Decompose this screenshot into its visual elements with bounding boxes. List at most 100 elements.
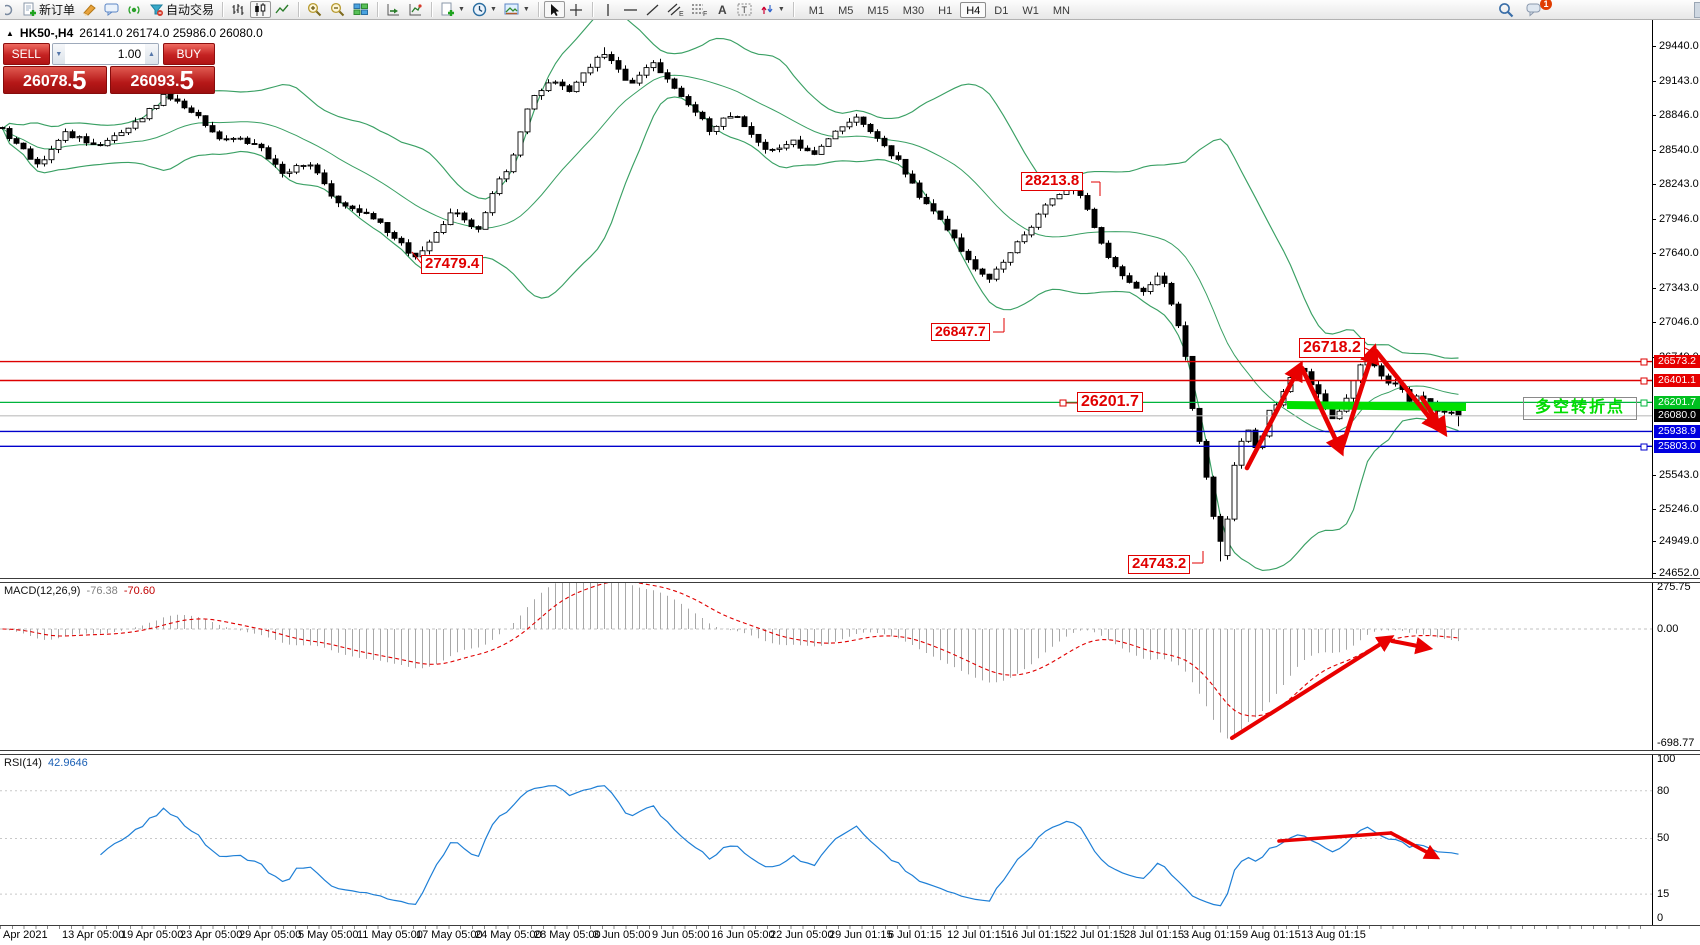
chart-canvas[interactable] (0, 20, 1652, 945)
price-tick-mark (1652, 81, 1656, 82)
bar-chart-button[interactable] (228, 1, 249, 18)
timeframe-W1[interactable]: W1 (1016, 2, 1045, 18)
macd-axis-label: -698.77 (1657, 737, 1695, 749)
time-axis-label: 13 Aug 01:15 (1301, 929, 1366, 941)
pane-separator-rsi[interactable] (0, 750, 1700, 755)
time-axis-label: 9 Jun 05:00 (652, 929, 710, 941)
tile-windows-button[interactable] (350, 1, 372, 18)
price-annotation-28213.8[interactable]: 28213.8 (1021, 172, 1084, 191)
auto-scroll-button[interactable] (405, 1, 426, 18)
price-tick-mark (1652, 475, 1656, 476)
highlighter-button[interactable] (79, 1, 100, 18)
separator (377, 2, 379, 17)
fibonacci-icon: F (691, 4, 707, 17)
notifications-button[interactable]: 1 (1523, 0, 1552, 18)
chart-area[interactable]: ▲ HK50-,H4 26141.0 26174.0 25986.0 26080… (0, 20, 1700, 945)
timeframe-H4[interactable]: H4 (960, 1, 987, 18)
timeframe-M15[interactable]: M15 (861, 2, 894, 18)
price-annotation-26201.7[interactable]: 26201.7 (1077, 392, 1143, 412)
timeframe-H1[interactable]: H1 (932, 2, 958, 18)
pane-separator-macd[interactable] (0, 578, 1700, 583)
price-annotation-27479.4[interactable]: 27479.4 (421, 255, 484, 274)
volume-input[interactable] (65, 44, 146, 64)
time-axis-minor-ticks (0, 926, 1652, 929)
price-tag-25938.9: 25938.9 (1654, 424, 1700, 438)
one-click-trading-panel: SELL ▼ ▲ BUY 26078.5 26093.5 (3, 43, 215, 94)
text-tool-button[interactable]: A (712, 1, 733, 18)
line-chart-icon (275, 4, 289, 14)
timeframe-MN[interactable]: MN (1047, 2, 1076, 18)
time-axis-label: 5 May 05:00 (298, 929, 359, 941)
cursor-tool-button[interactable] (543, 1, 565, 18)
timeframe-M1[interactable]: M1 (803, 2, 830, 18)
new-chart-button[interactable]: ▼ (437, 1, 468, 18)
price-tick-mark (1652, 115, 1656, 116)
time-axis-label: 23 Apr 05:00 (180, 929, 243, 941)
price-annotation-24743.2[interactable]: 24743.2 (1128, 555, 1191, 574)
price-tick-label: 29143.0 (1659, 75, 1699, 87)
svg-text:F: F (703, 11, 707, 17)
crosshair-tool-button[interactable] (566, 1, 587, 18)
search-button[interactable] (1495, 1, 1517, 18)
text-label-tool-button[interactable]: T (734, 1, 756, 18)
price-tick-label: 24949.0 (1659, 535, 1699, 547)
search-icon (1499, 2, 1514, 17)
buy-price-display[interactable]: 26093. 5 (109, 66, 215, 94)
time-axis-label: 9 Aug 01:15 (1242, 929, 1301, 941)
volume-increase-button[interactable]: ▲ (145, 44, 158, 64)
price-tick-label: 25246.0 (1659, 503, 1699, 515)
price-tick-mark (1652, 253, 1656, 254)
horizontal-line-icon (623, 8, 637, 11)
arrows-icon (761, 5, 773, 14)
tile-windows-icon (353, 3, 369, 15)
volume-decrease-button[interactable]: ▼ (52, 44, 66, 64)
timeframe-D1[interactable]: D1 (988, 2, 1014, 18)
price-annotation-26847.7[interactable]: 26847.7 (931, 323, 990, 341)
candle-chart-button[interactable] (250, 1, 272, 18)
horizontal-line-tool-button[interactable] (620, 1, 641, 18)
collapse-panel-icon[interactable]: ▲ (6, 28, 14, 38)
auto-scroll-icon (409, 4, 422, 16)
time-axis-label: 28 Jul 01:15 (1124, 929, 1184, 941)
channel-tool-button[interactable]: E (664, 1, 687, 18)
fibonacci-tool-button[interactable]: F (688, 1, 711, 18)
top-toolbar: 新订单 自动交易 ▼ ▼ (0, 0, 1700, 20)
chat-icon (104, 3, 119, 16)
price-annotation-26718.2[interactable]: 26718.2 (1299, 338, 1365, 358)
crosshair-icon (570, 3, 583, 16)
sell-price-display[interactable]: 26078. 5 (3, 66, 107, 94)
trendline-tool-button[interactable] (642, 1, 663, 18)
rsi-axis-label: 80 (1657, 785, 1670, 797)
zoom-in-button[interactable] (304, 1, 326, 18)
sell-button[interactable]: SELL (3, 43, 50, 65)
price-tick-mark (1652, 541, 1656, 542)
timeframe-M5[interactable]: M5 (832, 2, 859, 18)
clipped-left-icon[interactable] (2, 0, 18, 19)
turning-point-note[interactable]: 多空转折点 (1523, 397, 1637, 420)
time-axis-label: 12 Jul 01:15 (947, 929, 1007, 941)
equidistant-channel-icon: E (667, 3, 684, 17)
zoom-out-button[interactable] (327, 1, 349, 18)
signal-button[interactable] (124, 1, 145, 18)
price-tick-label: 27046.0 (1659, 316, 1699, 328)
template-image-icon (504, 3, 519, 15)
auto-trading-button[interactable]: 自动交易 (146, 1, 217, 18)
chat-button[interactable] (101, 1, 123, 18)
vertical-line-tool-button[interactable] (598, 1, 619, 18)
templates-button[interactable]: ▼ (501, 1, 533, 18)
arrows-tool-button[interactable]: ▼ (757, 1, 788, 18)
new-order-button[interactable]: 新订单 (19, 1, 78, 18)
ohlc-values: 26141.0 26174.0 25986.0 26080.0 (79, 26, 263, 40)
price-tick-label: 28540.0 (1659, 144, 1699, 156)
time-axis-border (0, 925, 1700, 926)
buy-button[interactable]: BUY (162, 43, 215, 65)
separator (431, 2, 433, 17)
vertical-line-icon (607, 3, 609, 16)
periods-button[interactable]: ▼ (469, 1, 500, 18)
chart-shift-button[interactable] (383, 1, 404, 18)
timeframe-M30[interactable]: M30 (897, 2, 930, 18)
price-tick-mark (1652, 573, 1656, 574)
line-chart-button[interactable] (272, 1, 293, 18)
candlestick-chart-icon (255, 3, 266, 16)
